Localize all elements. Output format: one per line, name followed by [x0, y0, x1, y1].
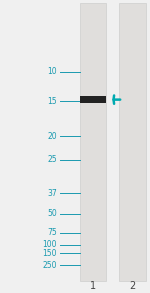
Text: 20: 20	[47, 132, 57, 141]
Text: 50: 50	[47, 209, 57, 218]
Text: 75: 75	[47, 229, 57, 237]
Text: 25: 25	[47, 155, 57, 164]
Text: 37: 37	[47, 189, 57, 198]
Bar	[80, 96, 106, 103]
Text: 1: 1	[90, 281, 96, 291]
Text: 100: 100	[42, 240, 57, 249]
Text: 15: 15	[47, 97, 57, 105]
Text: 250: 250	[42, 261, 57, 270]
Bar	[80, 3, 106, 281]
Text: 150: 150	[42, 249, 57, 258]
Bar	[118, 3, 146, 281]
Text: 10: 10	[47, 67, 57, 76]
Text: 2: 2	[129, 281, 135, 291]
